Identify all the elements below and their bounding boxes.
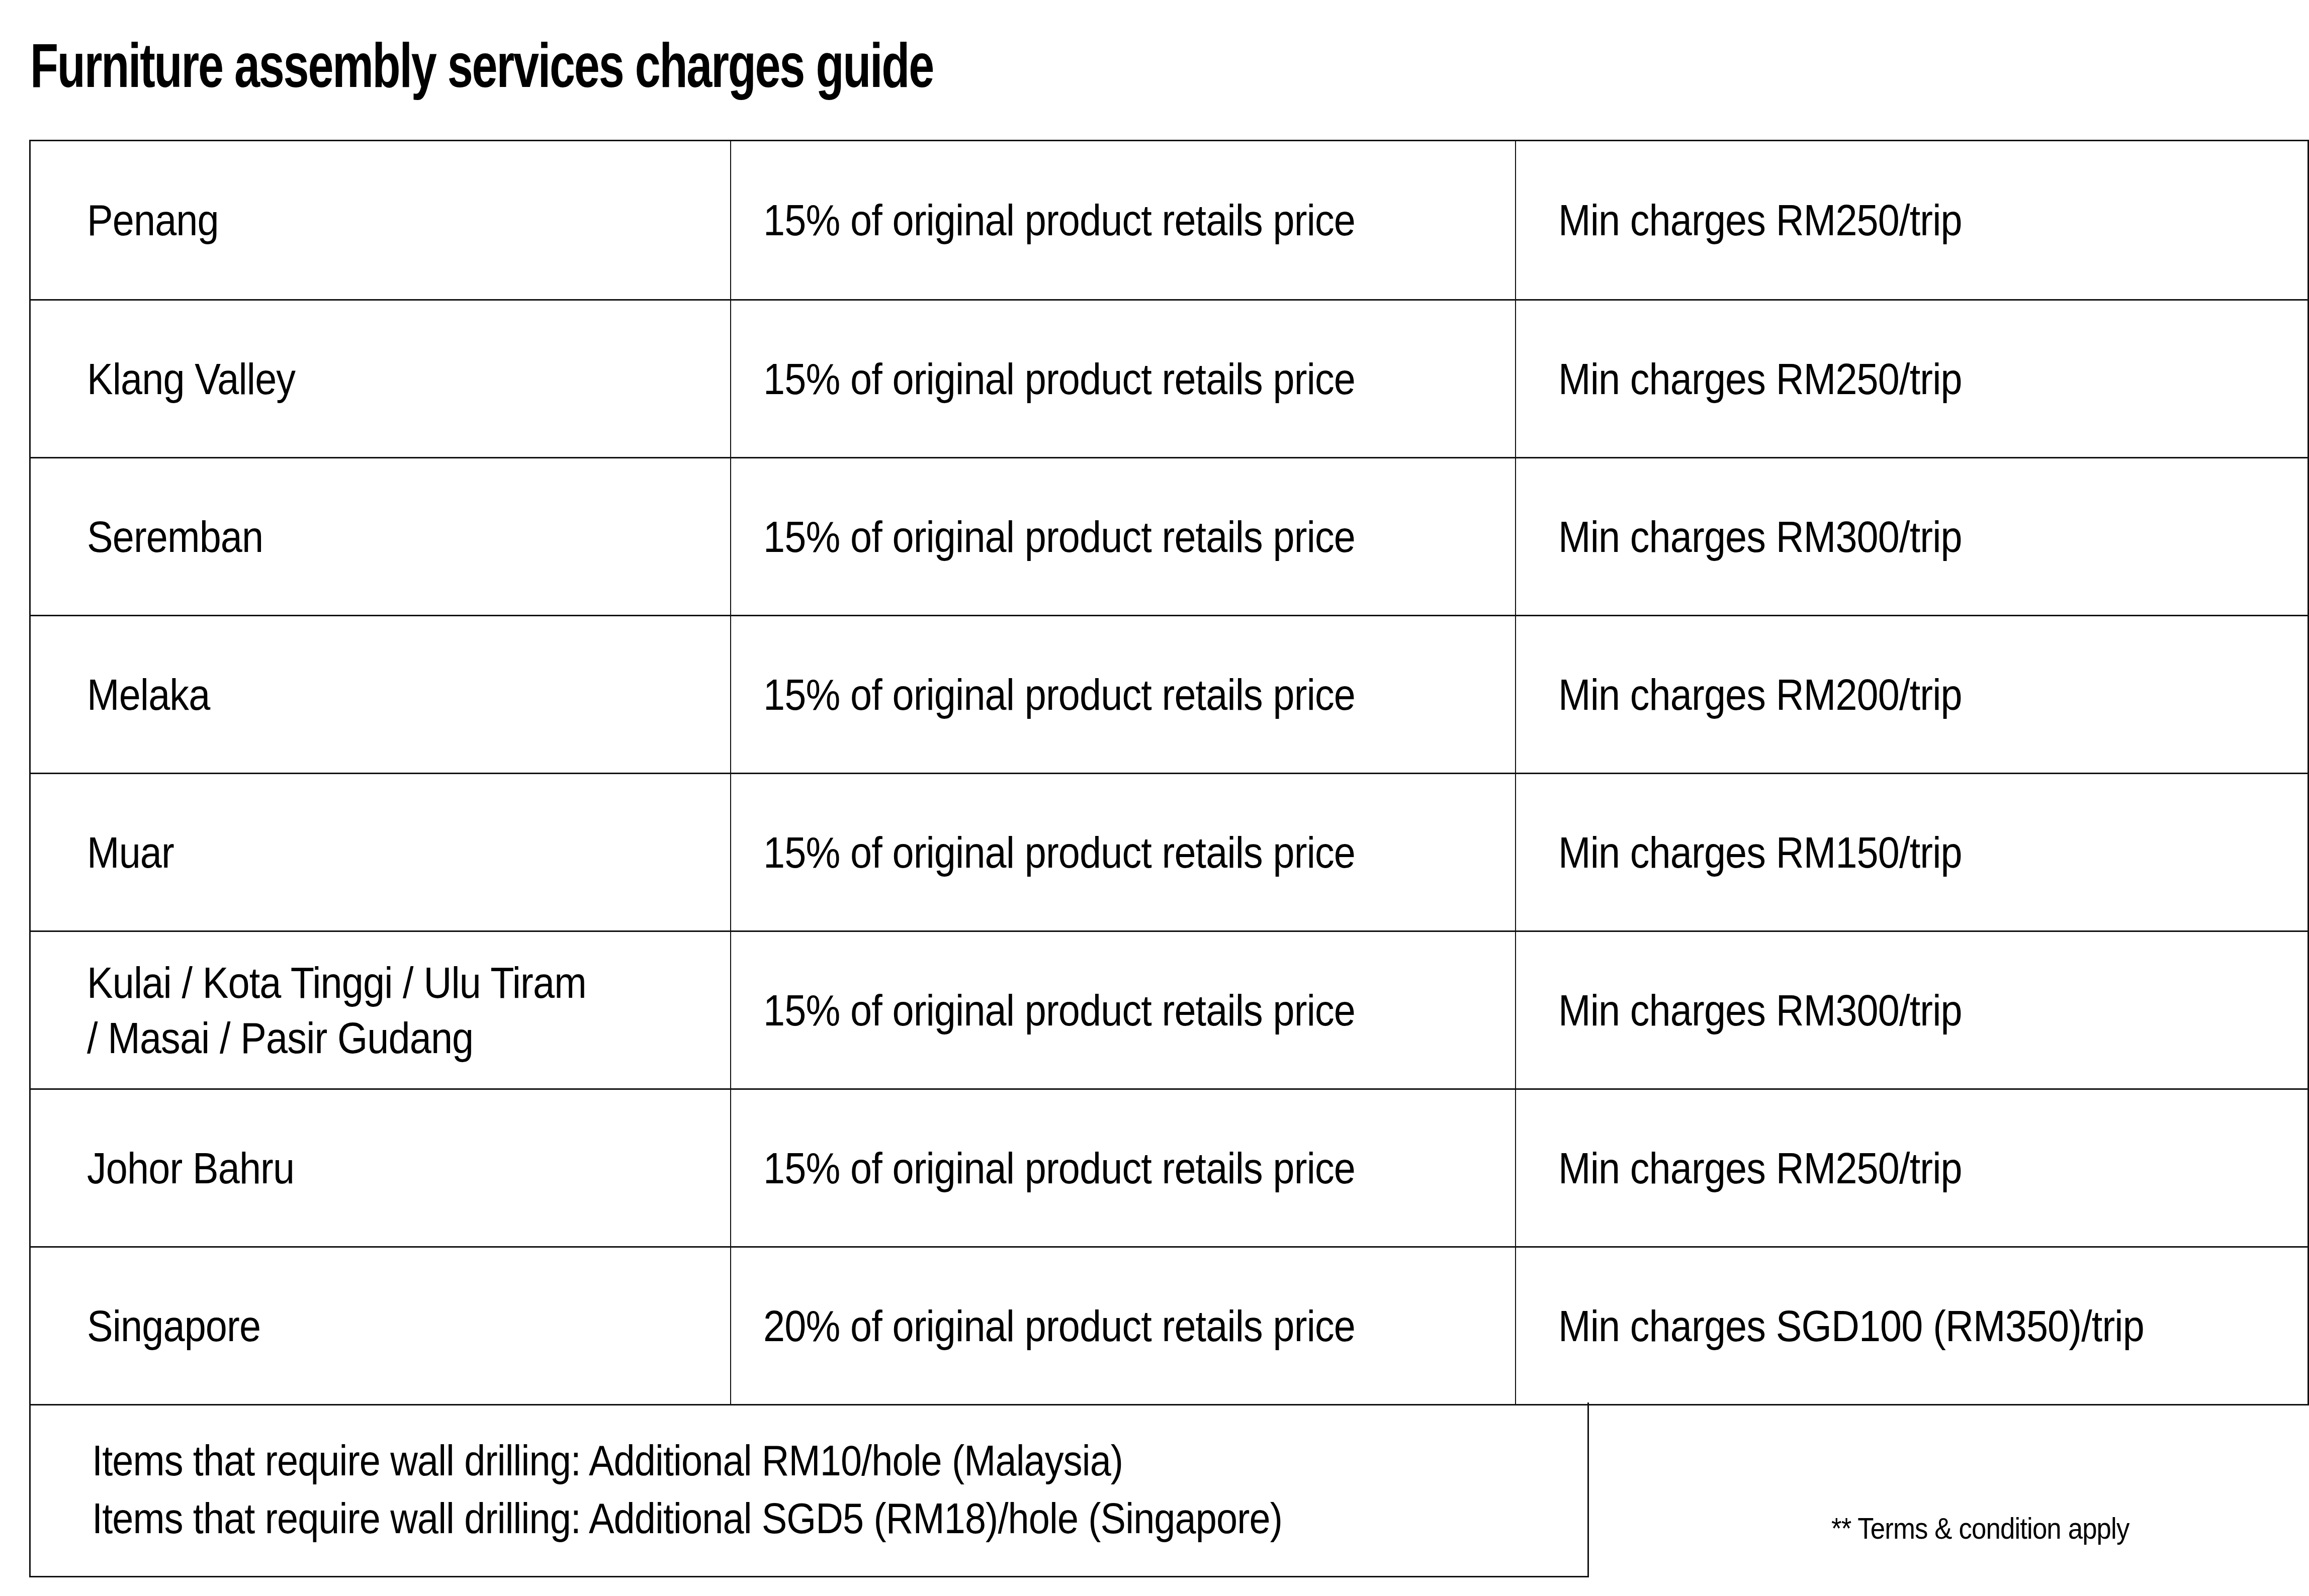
rate-cell: 15% of original product retails price [730,615,1515,773]
region-cell: Singapore [31,1246,730,1404]
min-charge-cell: Min charges SGD100 (RM350)/trip [1515,1246,2307,1404]
rate-label: 15% of original product retails price [763,1141,1355,1196]
region-label: Klang Valley [87,351,295,407]
rate-label: 15% of original product retails price [763,351,1355,407]
rate-cell: 15% of original product retails price [730,457,1515,615]
rate-label: 15% of original product retails price [763,983,1355,1038]
rate-cell: 15% of original product retails price [730,773,1515,930]
footnote-line: Items that require wall drilling: Additi… [92,1493,1587,1543]
terms-note-text: ** Terms & condition apply [1831,1511,2129,1546]
min-charge-label: Min charges RM250/trip [1558,351,1962,407]
region-cell: Klang Valley [31,299,730,457]
min-charge-label: Min charges SGD100 (RM350)/trip [1558,1298,2144,1354]
charges-guide-page: { "page": { "title": "Furniture assembly… [0,0,2309,1596]
rate-cell: 15% of original product retails price [730,930,1515,1088]
terms-note: ** Terms & condition apply [1831,1511,2170,1546]
region-cell: Johor Bahru [31,1088,730,1246]
rate-label: 20% of original product retails price [763,1298,1355,1354]
min-charge-cell: Min charges RM200/trip [1515,615,2307,773]
wall-drilling-footnote-box: Items that require wall drilling: Additi… [29,1402,1589,1577]
region-label: Penang [87,193,219,248]
page-title: Furniture assembly services charges guid… [30,31,933,100]
rate-label: 15% of original product retails price [763,825,1355,880]
min-charge-label: Min charges RM300/trip [1558,983,1962,1038]
region-cell: Muar [31,773,730,930]
charges-table: Penang 15% of original product retails p… [29,140,2309,1405]
rate-cell: 20% of original product retails price [730,1246,1515,1404]
region-label: Muar [87,825,174,880]
min-charge-cell: Min charges RM150/trip [1515,773,2307,930]
min-charge-label: Min charges RM150/trip [1558,825,1962,880]
rate-cell: 15% of original product retails price [730,299,1515,457]
rate-cell: 15% of original product retails price [730,1088,1515,1246]
region-label: Melaka [87,667,210,722]
min-charge-label: Min charges RM200/trip [1558,667,1962,722]
min-charge-label: Min charges RM250/trip [1558,193,1962,248]
region-cell: Seremban [31,457,730,615]
footnote-line: Items that require wall drilling: Additi… [92,1436,1587,1485]
min-charge-label: Min charges RM250/trip [1558,1141,1962,1196]
min-charge-label: Min charges RM300/trip [1558,509,1962,565]
rate-label: 15% of original product retails price [763,193,1355,248]
footnote-text: Items that require wall drilling: Additi… [92,1493,1282,1543]
region-cell: Kulai / Kota Tinggi / Ulu Tiram / Masai … [31,930,730,1088]
region-cell: Penang [31,141,730,299]
min-charge-cell: Min charges RM250/trip [1515,1088,2307,1246]
footnote-text: Items that require wall drilling: Additi… [92,1436,1123,1485]
region-cell: Melaka [31,615,730,773]
region-label: Seremban [87,509,263,565]
region-label: Kulai / Kota Tinggi / Ulu Tiram / Masai … [87,955,586,1066]
min-charge-cell: Min charges RM300/trip [1515,457,2307,615]
rate-label: 15% of original product retails price [763,667,1355,722]
min-charge-cell: Min charges RM250/trip [1515,299,2307,457]
rate-label: 15% of original product retails price [763,509,1355,565]
region-label: Singapore [87,1298,260,1354]
rate-cell: 15% of original product retails price [730,141,1515,299]
min-charge-cell: Min charges RM250/trip [1515,141,2307,299]
min-charge-cell: Min charges RM300/trip [1515,930,2307,1088]
region-label: Johor Bahru [87,1141,294,1196]
